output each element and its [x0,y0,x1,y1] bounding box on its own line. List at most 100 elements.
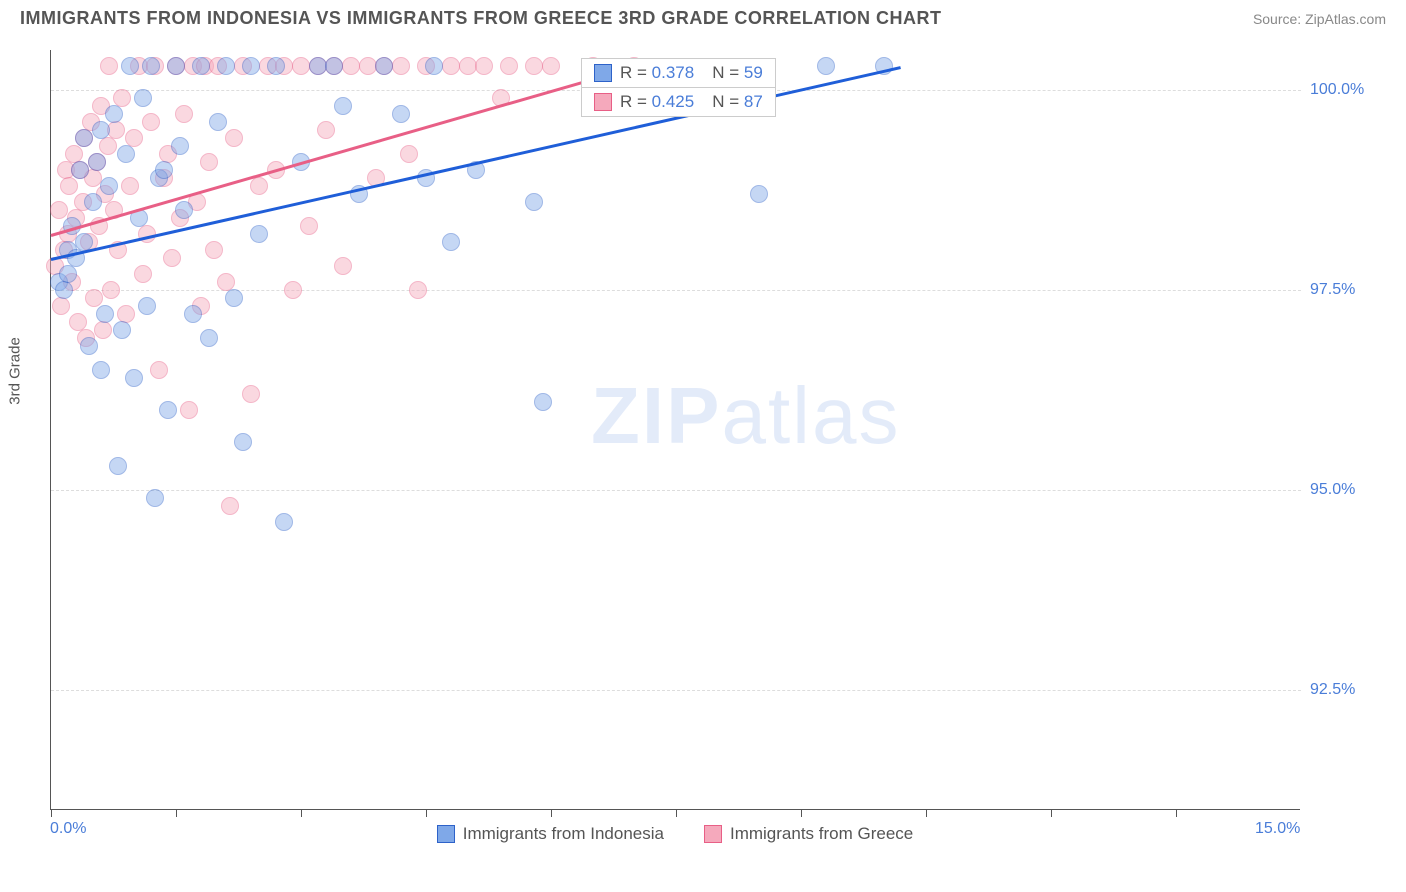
x-tick [301,809,302,817]
scatter-point [250,225,268,243]
scatter-point [242,385,260,403]
scatter-point [163,249,181,267]
x-tick-label: 0.0% [50,820,86,838]
scatter-point [102,281,120,299]
scatter-point [817,57,835,75]
scatter-point [80,337,98,355]
scatter-point [225,289,243,307]
x-tick [1051,809,1052,817]
scatter-point [425,57,443,75]
scatter-point [59,265,77,283]
scatter-point [200,329,218,347]
scatter-point [92,121,110,139]
scatter-point [325,57,343,75]
x-tick [51,809,52,817]
y-axis-title: 3rd Grade [7,337,24,405]
scatter-point [205,241,223,259]
scatter-point [142,57,160,75]
scatter-point [100,57,118,75]
scatter-point [52,297,70,315]
legend-series-name: Immigrants from Greece [730,824,913,844]
scatter-point [94,321,112,339]
chart-container: ZIPatlasR = 0.378N = 59R = 0.425N = 87 3… [50,50,1390,840]
scatter-point [309,57,327,75]
grid-line [51,690,1301,691]
scatter-point [525,193,543,211]
scatter-point [221,497,239,515]
scatter-point [167,57,185,75]
grid-line [51,490,1301,491]
scatter-point [500,57,518,75]
scatter-point [217,57,235,75]
legend-swatch [704,825,722,843]
scatter-point [121,177,139,195]
scatter-point [250,177,268,195]
scatter-point [55,281,73,299]
scatter-point [142,113,160,131]
scatter-point [392,105,410,123]
scatter-point [392,57,410,75]
scatter-point [88,153,106,171]
bottom-legend-item: Immigrants from Indonesia [437,824,664,844]
scatter-point [267,57,285,75]
y-tick-label: 95.0% [1310,481,1355,499]
scatter-point [84,193,102,211]
scatter-point [442,233,460,251]
scatter-point [284,281,302,299]
scatter-point [138,297,156,315]
scatter-point [92,361,110,379]
x-tick [801,809,802,817]
scatter-point [525,57,543,75]
chart-title: IMMIGRANTS FROM INDONESIA VS IMMIGRANTS … [20,8,942,29]
scatter-point [60,177,78,195]
scatter-point [342,57,360,75]
x-tick-label: 15.0% [1255,820,1300,838]
scatter-point [750,185,768,203]
scatter-point [175,105,193,123]
x-tick [676,809,677,817]
scatter-point [242,57,260,75]
scatter-point [125,369,143,387]
scatter-point [117,145,135,163]
scatter-point [400,145,418,163]
scatter-point [209,113,227,131]
scatter-point [159,401,177,419]
legend-swatch [594,64,612,82]
scatter-point [184,305,202,323]
legend-n-label: N = 87 [712,92,763,112]
x-tick [1176,809,1177,817]
x-tick [176,809,177,817]
y-tick-label: 100.0% [1310,81,1364,99]
scatter-point [475,57,493,75]
scatter-point [134,89,152,107]
scatter-point [442,57,460,75]
bottom-legend-item: Immigrants from Greece [704,824,913,844]
bottom-legend: Immigrants from Indonesia Immigrants from… [50,824,1300,844]
scatter-point [409,281,427,299]
x-tick [926,809,927,817]
legend-stats-box: R = 0.378 N = 59 R = 0.425N = 87 [581,58,776,117]
scatter-point [225,129,243,147]
scatter-point [192,57,210,75]
scatter-point [85,289,103,307]
legend-n-label: N = 59 [712,63,763,83]
legend-stats-row: R = 0.378 N = 59 [582,59,775,88]
scatter-point [75,129,93,147]
scatter-point [542,57,560,75]
scatter-point [334,257,352,275]
scatter-point [275,513,293,531]
source-attribution: Source: ZipAtlas.com [1253,11,1386,27]
y-tick-label: 97.5% [1310,281,1355,299]
scatter-point [109,457,127,475]
scatter-point [150,361,168,379]
legend-r-label: R = 0.378 [620,63,694,83]
scatter-point [534,393,552,411]
scatter-point [300,217,318,235]
scatter-point [105,105,123,123]
scatter-point [359,57,377,75]
legend-stats-row: R = 0.425N = 87 [582,88,775,116]
scatter-point [317,121,335,139]
x-tick [426,809,427,817]
scatter-point [171,137,189,155]
legend-series-name: Immigrants from Indonesia [463,824,664,844]
